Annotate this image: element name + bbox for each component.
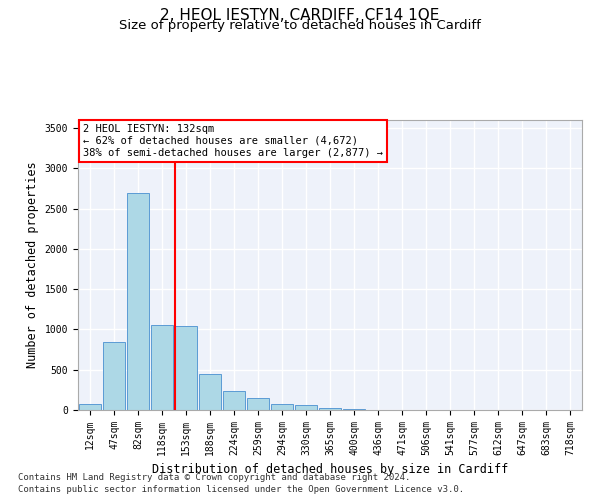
Bar (199, 374, 221, 410)
Bar (79, 404, 101, 410)
Bar (271, 404, 293, 410)
Bar (175, 326, 197, 410)
Bar (223, 392, 245, 410)
Bar (247, 398, 269, 410)
Bar (319, 408, 341, 410)
Text: Contains public sector information licensed under the Open Government Licence v3: Contains public sector information licen… (18, 485, 464, 494)
Bar (127, 192, 149, 410)
Bar (151, 324, 173, 410)
Bar (295, 405, 317, 410)
Text: Contains HM Land Registry data © Crown copyright and database right 2024.: Contains HM Land Registry data © Crown c… (18, 474, 410, 482)
Y-axis label: Number of detached properties: Number of detached properties (26, 162, 39, 368)
Bar (103, 342, 125, 410)
X-axis label: Distribution of detached houses by size in Cardiff: Distribution of detached houses by size … (152, 464, 508, 476)
Text: Size of property relative to detached houses in Cardiff: Size of property relative to detached ho… (119, 18, 481, 32)
Bar (343, 409, 365, 410)
Text: 2, HEOL IESTYN, CARDIFF, CF14 1QE: 2, HEOL IESTYN, CARDIFF, CF14 1QE (160, 8, 440, 22)
Text: 2 HEOL IESTYN: 132sqm
← 62% of detached houses are smaller (4,672)
38% of semi-d: 2 HEOL IESTYN: 132sqm ← 62% of detached … (83, 124, 383, 158)
